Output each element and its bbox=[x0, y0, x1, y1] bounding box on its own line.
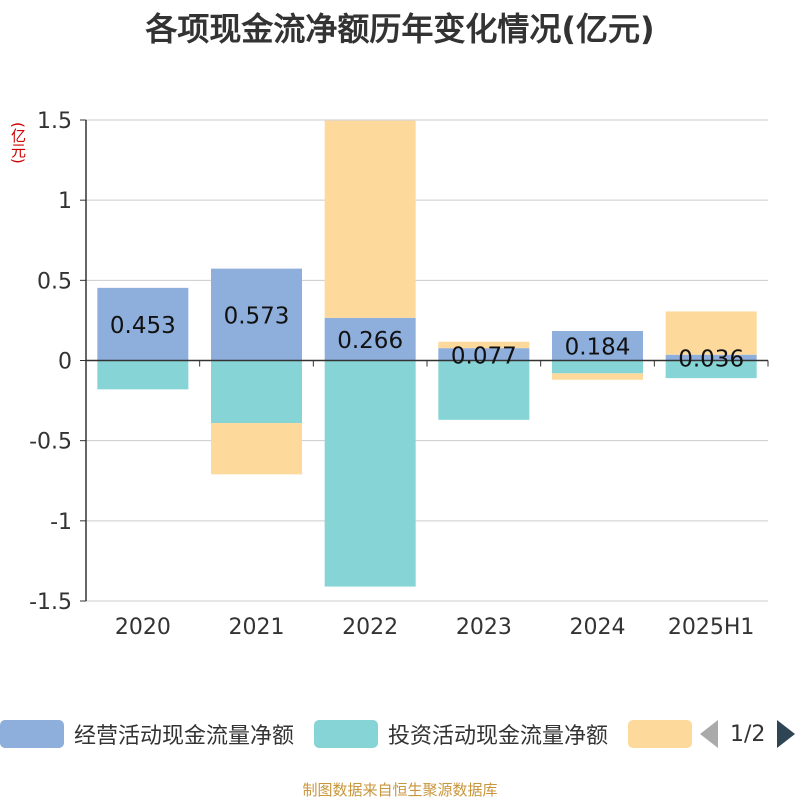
bar-investing-2024 bbox=[552, 360, 643, 374]
bar-operating-2025H1 bbox=[665, 354, 757, 361]
y-tick-label: -1 bbox=[50, 510, 72, 535]
data-label-2025H1: 0.036 bbox=[678, 347, 744, 373]
legend-swatch-investing bbox=[314, 720, 379, 748]
legend-item-investing[interactable]: 投资活动现金流量净额 bbox=[314, 718, 608, 750]
bar-operating-2024 bbox=[552, 330, 643, 361]
bar-operating-2023 bbox=[438, 348, 530, 361]
y-tick-label: 1 bbox=[58, 189, 72, 214]
bar-financing-2024 bbox=[552, 373, 643, 380]
bar-investing-2025H1 bbox=[665, 360, 757, 379]
y-axis-unit: (亿元) bbox=[9, 122, 27, 164]
legend-pager: 1/2 bbox=[700, 716, 796, 752]
bar-investing-2023 bbox=[438, 360, 530, 420]
legend-label-investing: 投资活动现金流量净额 bbox=[388, 724, 609, 749]
y-tick-label: 0 bbox=[58, 350, 72, 375]
legend-label-operating: 经营活动现金流量净额 bbox=[74, 724, 295, 749]
bar-operating-2021 bbox=[211, 268, 302, 361]
data-label-2020: 0.453 bbox=[110, 313, 176, 339]
x-tick-label: 2022 bbox=[342, 615, 398, 640]
chart-title: 各项现金流净额历年变化情况(亿元) bbox=[145, 10, 655, 48]
bar-financing-2025H1 bbox=[665, 311, 757, 355]
bar-financing-2022 bbox=[324, 120, 416, 318]
data-source-note: 制图数据来自恒生聚源数据库 bbox=[302, 781, 498, 799]
legend-item-financing[interactable] bbox=[628, 720, 702, 748]
bar-operating-2022 bbox=[324, 317, 416, 361]
bar-financing-2023 bbox=[438, 341, 530, 349]
legend-page-indicator: 1/2 bbox=[730, 721, 766, 747]
legend-swatch-operating bbox=[0, 720, 64, 748]
bar-operating-2020 bbox=[97, 287, 189, 361]
x-tick-label: 2025H1 bbox=[668, 615, 755, 640]
legend-swatch-financing bbox=[628, 720, 693, 748]
legend-item-operating[interactable]: 经营活动现金流量净额 bbox=[0, 718, 294, 750]
x-tick-label: 2024 bbox=[570, 615, 626, 640]
y-tick-label: -1.5 bbox=[29, 590, 72, 615]
x-tick-label: 2020 bbox=[115, 615, 171, 640]
y-tick-label: -0.5 bbox=[29, 430, 72, 455]
next-page-icon[interactable] bbox=[777, 720, 796, 748]
bar-financing-2021 bbox=[211, 423, 302, 475]
data-label-2024: 0.184 bbox=[565, 335, 631, 361]
y-tick-label: 0.5 bbox=[37, 269, 72, 294]
legend: 经营活动现金流量净额 投资活动现金流量净额 bbox=[0, 716, 722, 752]
data-label-2022: 0.266 bbox=[337, 328, 403, 354]
data-label-2023: 0.077 bbox=[451, 343, 517, 369]
previous-page-icon[interactable] bbox=[700, 720, 718, 748]
bar-investing-2022 bbox=[324, 360, 416, 587]
data-label-2021: 0.573 bbox=[224, 304, 290, 330]
x-tick-label: 2021 bbox=[229, 615, 285, 640]
bar-investing-2021 bbox=[211, 360, 302, 424]
x-tick-label: 2023 bbox=[456, 615, 512, 640]
y-tick-label: 1.5 bbox=[37, 109, 72, 134]
bar-investing-2020 bbox=[97, 360, 189, 390]
